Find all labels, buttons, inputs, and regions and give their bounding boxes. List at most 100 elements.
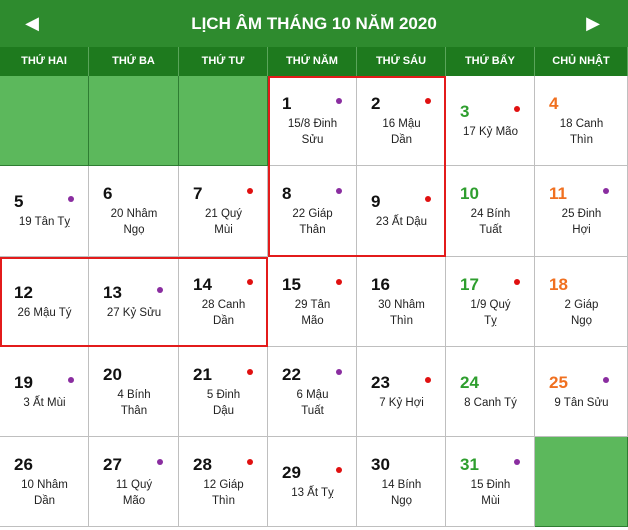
day-cell[interactable]: 17 1/9 Quý Tỵ	[446, 257, 535, 347]
day-cell[interactable]: 31 15 Đinh Mùi	[446, 437, 535, 527]
day-cell[interactable]: 12 26 Mậu Tý	[0, 257, 89, 347]
day-cell[interactable]: 8 22 Giáp Thân	[268, 166, 357, 257]
solar-date: 6	[103, 184, 113, 203]
day-cell[interactable]: 6 20 Nhâm Ngọ	[89, 166, 179, 257]
lunar-date-line: 21 Quý	[204, 208, 243, 220]
solar-date: 26	[14, 455, 33, 474]
solar-date: 8	[282, 184, 292, 203]
lunar-date: 6 Mậu Tuất	[268, 387, 357, 419]
lunar-date-line: 18 Canh	[559, 118, 604, 130]
day-cell[interactable]: 26 10 Nhâm Dần	[0, 437, 89, 527]
lunar-date: 3 Ất Mùi	[0, 395, 89, 411]
lunar-date-line: 28 Canh	[201, 299, 246, 311]
day-cell[interactable]: 30 14 Bính Ngọ	[357, 437, 446, 527]
lunar-date: 19 Tân Tỵ	[0, 214, 89, 230]
solar-date: 22	[282, 365, 301, 384]
solar-date: 29	[282, 463, 301, 482]
day-cell[interactable]: 15 29 Tân Mão	[268, 257, 357, 347]
day-cell[interactable]: 3 17 Kỷ Mão	[446, 76, 535, 166]
day-cell[interactable]: 16 30 Nhâm Thìn	[357, 257, 446, 347]
event-dot	[247, 279, 253, 285]
lunar-date-line: 12 Giáp	[203, 479, 244, 491]
lunar-date: 8 Canh Tý	[446, 395, 535, 411]
lunar-date-line: 8 Canh Tý	[464, 397, 517, 409]
day-cell[interactable]: 1 15/8 Đinh Sửu	[268, 76, 357, 166]
lunar-date-line: 17 Kỷ Mão	[463, 126, 518, 138]
event-dot	[336, 467, 342, 473]
event-dot	[514, 279, 520, 285]
event-dot	[514, 459, 520, 465]
weekday-header: THỨ NĂM	[268, 47, 357, 76]
day-cell[interactable]: 19 3 Ất Mùi	[0, 347, 89, 437]
day-cell[interactable]: 18 2 Giáp Ngọ	[535, 257, 628, 347]
lunar-date: 20 Nhâm Ngọ	[89, 206, 179, 238]
solar-date: 14	[193, 275, 212, 294]
lunar-date-line: Mão	[301, 315, 324, 327]
day-cell[interactable]: 22 6 Mậu Tuất	[268, 347, 357, 437]
prev-month-button[interactable]: ◀	[25, 13, 39, 33]
lunar-date: 23 Ất Dậu	[357, 214, 446, 230]
day-cell[interactable]: 21 5 Đinh Dậu	[179, 347, 268, 437]
lunar-date-line: 29 Tân	[294, 299, 331, 311]
day-cell[interactable]: 24 8 Canh Tý	[446, 347, 535, 437]
lunar-date: 15/8 Đinh Sửu	[268, 116, 357, 148]
lunar-date-line: 15 Đinh	[470, 479, 511, 491]
solar-date: 7	[193, 184, 203, 203]
solar-date: 4	[549, 94, 559, 113]
solar-date: 19	[14, 373, 33, 392]
day-cell[interactable]: 25 9 Tân Sửu	[535, 347, 628, 437]
weekday-header-row	[0, 47, 628, 76]
day-cell[interactable]: 14 28 Canh Dần	[179, 257, 268, 347]
day-cell[interactable]: 10 24 Bính Tuất	[446, 166, 535, 257]
solar-date: 30	[371, 455, 390, 474]
lunar-date: 1/9 Quý Tỵ	[446, 297, 535, 329]
lunar-date: 27 Kỷ Sửu	[89, 305, 179, 321]
event-dot	[603, 377, 609, 383]
lunar-date-line: Thìn	[569, 134, 593, 146]
day-cell[interactable]: 11 25 Đinh Hợi	[535, 166, 628, 257]
day-cell[interactable]: 23 7 Kỷ Hợi	[357, 347, 446, 437]
lunar-date-line: Thân	[120, 405, 148, 417]
lunar-date-line: 2 Giáp	[564, 299, 599, 311]
lunar-date-line: Tuất	[301, 405, 324, 417]
lunar-date-line: 6 Mậu	[296, 389, 329, 401]
lunar-date-line: 30 Nhâm	[378, 299, 425, 311]
lunar-date: 2 Giáp Ngọ	[535, 297, 628, 329]
solar-date: 23	[371, 373, 390, 392]
event-dot	[157, 287, 163, 293]
lunar-date: 16 Mậu Dần	[357, 116, 446, 148]
next-month-button[interactable]: ▶	[586, 13, 600, 33]
lunar-date-line: 4 Bính	[117, 389, 151, 401]
solar-date: 28	[193, 455, 212, 474]
solar-date: 10	[460, 184, 479, 203]
day-cell[interactable]: 20 4 Bính Thân	[89, 347, 179, 437]
day-cell[interactable]: 13 27 Kỷ Sửu	[89, 257, 179, 347]
event-dot	[603, 188, 609, 194]
event-dot	[425, 196, 431, 202]
lunar-date-line: Dần	[33, 495, 56, 507]
empty-cell	[535, 437, 628, 527]
lunar-date-line: 19 Tân Tỵ	[18, 216, 71, 228]
lunar-date: 30 Nhâm Thìn	[357, 297, 446, 329]
solar-date: 16	[371, 275, 390, 294]
day-cell[interactable]: 2 16 Mậu Dần	[357, 76, 446, 166]
day-cell[interactable]: 27 11 Quý Mão	[89, 437, 179, 527]
solar-date: 18	[549, 275, 568, 294]
day-cell[interactable]: 29 13 Ất Tỵ	[268, 437, 357, 527]
day-cell[interactable]: 28 12 Giáp Thìn	[179, 437, 268, 527]
day-cell[interactable]: 5 19 Tân Tỵ	[0, 166, 89, 257]
day-cell[interactable]: 4 18 Canh Thìn	[535, 76, 628, 166]
lunar-date-line: Tỵ	[484, 315, 497, 327]
event-dot	[336, 279, 342, 285]
day-cell[interactable]: 7 21 Quý Mùi	[179, 166, 268, 257]
event-dot	[514, 106, 520, 112]
day-cell[interactable]: 9 23 Ất Dậu	[357, 166, 446, 257]
lunar-date-line: 14 Bính	[381, 479, 422, 491]
lunar-date: 4 Bính Thân	[89, 387, 179, 419]
title-bar	[0, 0, 628, 47]
lunar-date-line: 11 Quý	[115, 479, 153, 491]
weekday-header: THỨ SÁU	[357, 47, 446, 76]
solar-date: 24	[460, 373, 479, 392]
lunar-date-line: 16 Mậu	[382, 118, 421, 130]
